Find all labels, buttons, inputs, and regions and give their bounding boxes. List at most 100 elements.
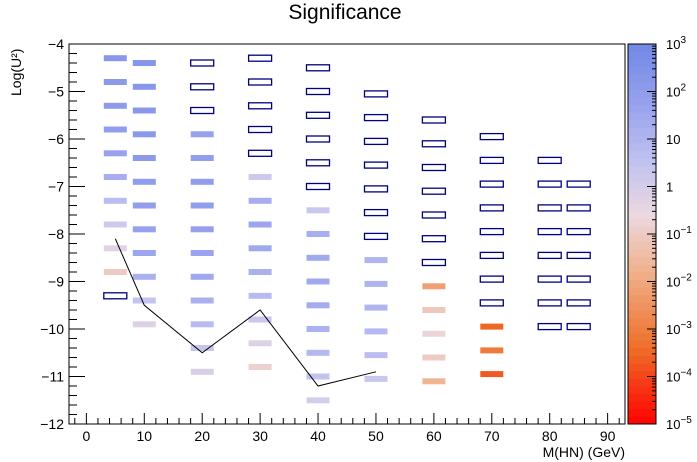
x-tick-label: 60: [426, 428, 442, 444]
x-tick-label: 30: [252, 428, 268, 444]
colorbar-band: [628, 142, 656, 151]
colorbar-tick-label: 10−5: [666, 415, 692, 432]
heatmap-cell: [537, 299, 562, 307]
exclusion-contour: [114, 238, 377, 387]
colorbar-band: [628, 89, 656, 98]
heatmap-cell: [190, 178, 214, 185]
heatmap-cell: [103, 150, 127, 157]
colorbar-tick-label: 10−3: [666, 320, 692, 337]
heatmap-cell: [537, 156, 562, 165]
heatmap-cell: [422, 354, 446, 361]
heatmap-cell: [363, 113, 389, 122]
heatmap-cell: [103, 79, 127, 85]
heatmap-cell: [479, 180, 504, 188]
heatmap-cell: [363, 232, 389, 241]
y-tick-label: −8: [48, 226, 64, 242]
heatmap-cells: [103, 54, 591, 404]
heatmap-cell: [305, 182, 331, 191]
heatmap-cell: [480, 347, 504, 354]
heatmap-cell: [479, 156, 504, 165]
heatmap-cell: [421, 116, 447, 124]
heatmap-cell: [103, 245, 127, 252]
colorbar-band: [628, 74, 656, 83]
heatmap-cell: [248, 245, 272, 252]
heatmap-cell: [306, 302, 330, 309]
heatmap-cell: [537, 275, 562, 283]
colorbar-band: [628, 408, 656, 417]
heatmap-cell: [566, 275, 591, 283]
colorbar-band: [628, 294, 656, 303]
colorbar-band: [628, 279, 656, 288]
heatmap-cell: [537, 322, 562, 331]
y-tick-label: −7: [48, 179, 64, 195]
y-tick-label: −12: [40, 416, 64, 432]
heatmap-cell: [190, 155, 214, 161]
colorbar-band: [628, 66, 656, 75]
colorbar-band: [628, 203, 656, 212]
colorbar-band: [628, 249, 656, 258]
heatmap-cell: [103, 55, 127, 62]
heatmap-cell: [132, 202, 156, 209]
heatmap-cell: [566, 299, 591, 307]
heatmap-cell: [537, 227, 562, 236]
heatmap-cell: [537, 251, 562, 260]
heatmap-cell: [190, 321, 214, 328]
heatmap-cell: [566, 204, 591, 212]
heatmap-cell: [364, 304, 388, 311]
heatmap-cell: [305, 111, 331, 119]
heatmap-cell: [566, 322, 591, 331]
heatmap-cell: [132, 250, 156, 256]
colorbar-band: [628, 127, 656, 136]
heatmap-cell: [247, 102, 273, 110]
colorbar-band: [628, 97, 656, 106]
heatmap-cell: [132, 60, 156, 66]
heatmap-cell: [247, 78, 273, 86]
heatmap-cell: [247, 125, 273, 134]
heatmap-cell: [132, 321, 156, 328]
heatmap-cell: [422, 307, 446, 313]
heatmap-cell: [537, 204, 562, 212]
colorbar-band: [628, 188, 656, 197]
heatmap-cell: [422, 378, 446, 385]
colorbar-tick-label: 103: [666, 35, 686, 52]
colorbar-band: [628, 51, 656, 60]
x-tick-label: 70: [484, 428, 500, 444]
heatmap-cell: [132, 273, 156, 280]
heatmap-cell: [306, 349, 330, 356]
heatmap-cell: [190, 368, 214, 375]
heatmap-cell: [190, 273, 214, 280]
heatmap-cell: [247, 54, 273, 62]
heatmap-cell: [247, 149, 273, 157]
colorbar-tick-label: 10: [666, 132, 680, 147]
colorbar-band: [628, 256, 656, 265]
x-tick-label: 40: [310, 428, 326, 444]
heatmap-cell: [103, 221, 127, 228]
colorbar-band: [628, 317, 656, 326]
heatmap-cell: [248, 174, 272, 180]
heatmap-cell: [132, 178, 156, 185]
heatmap-cell: [422, 283, 446, 290]
heatmap-cell: [306, 254, 330, 261]
heatmap-cell: [248, 340, 272, 347]
heatmap-cell: [132, 226, 156, 233]
heatmap-cell: [479, 227, 504, 236]
colorbar-band: [628, 234, 656, 242]
heatmap-cell: [306, 373, 330, 380]
colorbar-band: [628, 416, 656, 425]
x-tick-label: 80: [542, 428, 558, 444]
colorbar-band: [628, 363, 656, 372]
heatmap-cell: [103, 292, 128, 300]
x-axis-label: M(HN) (GeV): [543, 444, 625, 460]
heatmap-cell: [363, 90, 389, 98]
heatmap-cell: [364, 280, 388, 287]
colorbar-band: [628, 287, 656, 296]
heatmap-cell: [566, 251, 591, 260]
heatmap-cell: [103, 174, 127, 180]
colorbar-band: [628, 158, 656, 166]
y-tick-label: −10: [40, 321, 64, 337]
y-tick-label: −9: [48, 274, 64, 290]
colorbar: [627, 43, 657, 425]
heatmap-cell: [103, 197, 127, 204]
